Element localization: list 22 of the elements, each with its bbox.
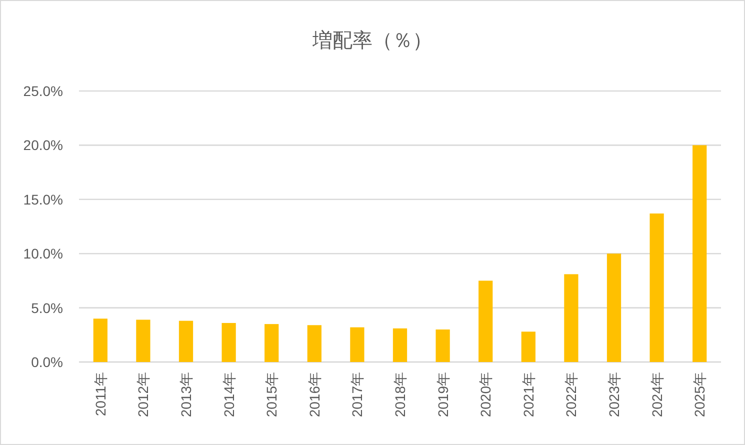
x-tick-label: 2017年 xyxy=(349,372,366,418)
x-tick-label: 2012年 xyxy=(135,372,152,418)
x-tick-label: 2025年 xyxy=(692,372,708,418)
x-tick-label: 2018年 xyxy=(392,372,408,418)
y-tick-label: 20.0% xyxy=(23,137,63,154)
x-tick-label: 2015年 xyxy=(264,372,280,418)
x-tick-label: 2023年 xyxy=(606,372,622,418)
x-tick-label: 2016年 xyxy=(306,372,322,418)
x-tick-label: 2020年 xyxy=(478,372,494,418)
y-tick-label: 10.0% xyxy=(23,246,63,262)
x-tick-label: 2011年 xyxy=(92,372,108,416)
x-tick-label: 2024年 xyxy=(648,372,665,418)
title: 増配率（％） xyxy=(312,30,432,52)
y-tick-label: 0.0% xyxy=(31,354,63,370)
x-tick-label: 2019年 xyxy=(434,372,451,418)
x-tick-label: 2013年 xyxy=(178,372,194,418)
y-tick-label: 5.0% xyxy=(31,300,63,316)
x-tick-label: 2014年 xyxy=(220,372,237,418)
y-tick-label: 25.0% xyxy=(23,83,63,99)
y-tick-label: 15.0% xyxy=(23,191,63,208)
x-tick-label: 2021年 xyxy=(520,372,536,418)
x-tick-label: 2022年 xyxy=(563,372,580,418)
